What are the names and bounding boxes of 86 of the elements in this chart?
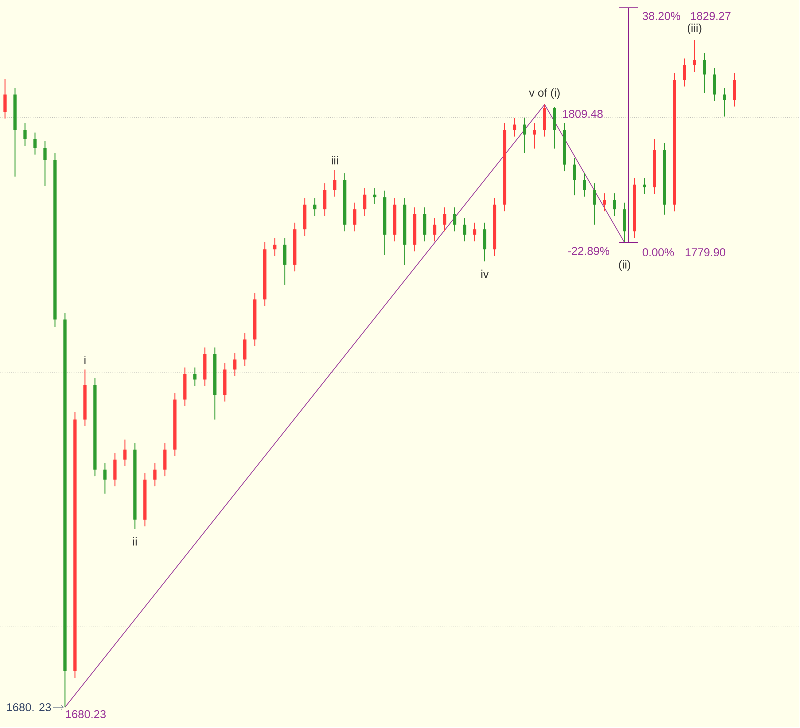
- candlestick: [343, 173, 347, 232]
- candlestick: [653, 139, 656, 195]
- candlestick: [703, 53, 706, 94]
- candlestick: [493, 198, 497, 258]
- annotation: 1779.90: [686, 248, 726, 257]
- candlestick: [353, 202, 357, 232]
- candlestick: [503, 123, 507, 212]
- text: 38.20%: [642, 12, 680, 21]
- candlestick: [164, 442, 167, 478]
- candlestick: [453, 207, 457, 232]
- candlestick: [254, 292, 257, 348]
- candlestick: [34, 132, 37, 156]
- candlestick: [533, 123, 537, 150]
- candlestick: [204, 348, 207, 388]
- annotation: v of (i): [529, 88, 560, 100]
- candlestick: [333, 170, 337, 198]
- candlestick: [433, 218, 437, 242]
- candlestick: [273, 238, 277, 258]
- candlestick: [733, 73, 736, 108]
- candlestick: [124, 440, 127, 468]
- candlestick: [323, 183, 327, 217]
- candlestick: [144, 472, 147, 528]
- candlestick: [673, 73, 676, 212]
- candlestick: [94, 378, 97, 478]
- candlestick: [683, 58, 686, 88]
- candlestick: [4, 79, 7, 120]
- candlestick: [244, 332, 247, 368]
- candlestick: [583, 173, 586, 198]
- candlestick: [623, 202, 626, 244]
- candlestick: [413, 207, 417, 252]
- candlestick: [363, 188, 367, 217]
- candlestick: [543, 104, 547, 138]
- candlestick: [723, 88, 726, 118]
- candlestick: [224, 362, 227, 403]
- candlestick: [54, 153, 57, 328]
- candlestick: [74, 412, 77, 679]
- candlestick: [313, 198, 317, 217]
- candlestick: [663, 143, 666, 216]
- annotation: iii: [332, 156, 338, 165]
- candlestick: [463, 218, 467, 242]
- candlestick: [643, 178, 646, 195]
- annotation: 1680. 23: [7, 704, 52, 712]
- candlestick: [114, 452, 117, 488]
- candlestick: [234, 352, 237, 378]
- candlestick: [303, 198, 307, 237]
- text: 1680.23: [66, 710, 106, 719]
- annotation: ii: [133, 538, 137, 546]
- candlestick: [593, 183, 596, 226]
- candlestick: [523, 118, 527, 154]
- candlestick: [403, 198, 407, 266]
- candlestick: [214, 348, 217, 421]
- annotation: iv: [482, 270, 489, 278]
- candlestick: [713, 68, 716, 102]
- candlestick: [184, 368, 187, 408]
- annotation: 0.00%: [642, 248, 674, 257]
- candlestick: [14, 88, 17, 178]
- candlestick: [603, 193, 606, 212]
- candlestick: [263, 242, 267, 308]
- annotation: -22.89%: [568, 247, 610, 256]
- annotation: (ii): [619, 260, 630, 272]
- candlestick: [154, 462, 157, 488]
- candlestick: [563, 123, 566, 172]
- candlestick: [693, 40, 696, 73]
- candlestick: [573, 158, 576, 196]
- annotation: 1809.48: [563, 110, 603, 118]
- candlestick: [293, 222, 297, 272]
- candlestick: [393, 198, 397, 242]
- candlestick: [174, 392, 177, 458]
- candlestick: [383, 190, 387, 256]
- candlestick: [473, 222, 477, 242]
- candlestick: [483, 222, 487, 262]
- candlestick: [283, 238, 287, 286]
- annotation: (iii): [688, 24, 702, 35]
- text: 1829.27: [691, 12, 731, 21]
- candlestick: [423, 207, 427, 242]
- candlestick: [104, 462, 107, 495]
- candlestick: [443, 207, 447, 232]
- candlestick: [633, 178, 636, 239]
- candlestick: [613, 193, 616, 217]
- candlestick: [194, 368, 197, 388]
- candlestick: [24, 123, 27, 147]
- candlestick: [44, 141, 47, 187]
- candlestick: [553, 107, 556, 150]
- annotation: i: [84, 356, 86, 364]
- candlestick: [84, 370, 87, 428]
- candlestick: [134, 442, 137, 530]
